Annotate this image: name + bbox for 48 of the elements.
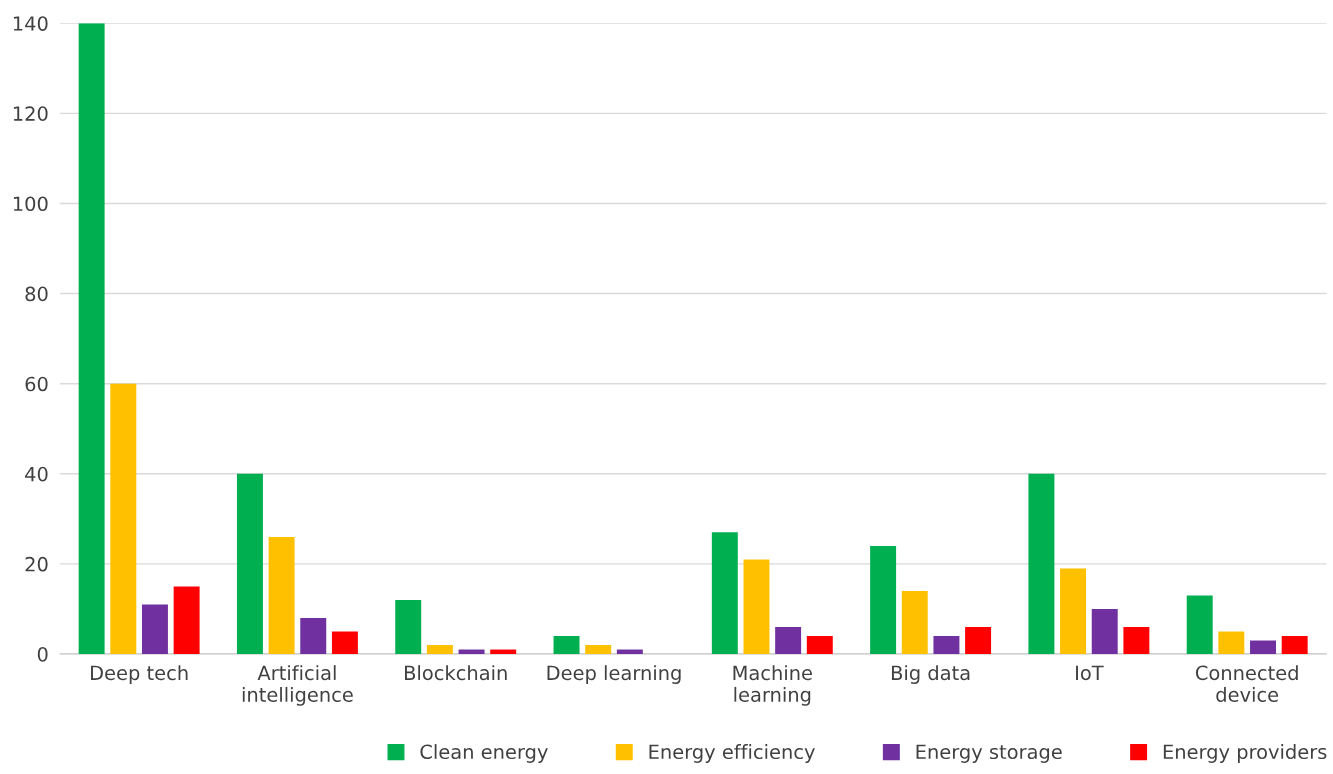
y-tick-label: 80 [25,286,48,302]
x-tick-label: Big data [891,665,970,684]
x-tick-label: Blockchain [405,665,507,681]
bar [965,627,992,655]
y-tick-label: 120 [13,106,48,121]
bar [395,599,422,655]
legend-label: Clean energy [420,744,548,763]
bar [1028,473,1055,655]
legend-label: Energy efficiency [649,744,815,763]
bar [141,604,168,655]
bar [585,645,612,655]
bar [870,545,897,655]
bar [553,636,580,655]
bar [268,536,295,655]
y-tick-label: 60 [25,376,48,392]
bar [1060,568,1087,655]
bar [110,383,137,655]
bar [1091,608,1118,655]
bar [806,636,833,655]
bar [173,586,200,655]
bar [1250,640,1276,655]
y-tick-label: 20 [25,556,48,572]
legend-label: Energy providers [1163,744,1327,763]
y-tick-label: 40 [25,466,48,482]
bar [1281,636,1308,655]
x-tick-label: Artificial intelligence [242,665,353,706]
bar [901,590,928,655]
bar [426,645,453,655]
y-tick-label: 0 [37,646,48,662]
x-tick-label: Deep learning [547,665,681,684]
x-tick-label: IoT [1076,665,1104,681]
bar [933,636,960,655]
x-tick-label: Connected device [1195,665,1298,702]
y-tick-label: 140 [13,16,48,31]
bar [1218,631,1245,655]
bar [1186,595,1213,655]
bar [331,631,358,655]
x-tick-label: Machine learning [733,665,812,706]
bar [743,559,770,655]
legend-label: Energy storage [916,744,1062,763]
bar [300,617,327,655]
bar [775,627,802,655]
x-tick-label: Deep tech [91,665,188,684]
bar [711,532,738,655]
y-tick-label: 100 [13,196,48,212]
bar [236,473,263,655]
bar [78,23,105,655]
bar [1123,627,1150,655]
